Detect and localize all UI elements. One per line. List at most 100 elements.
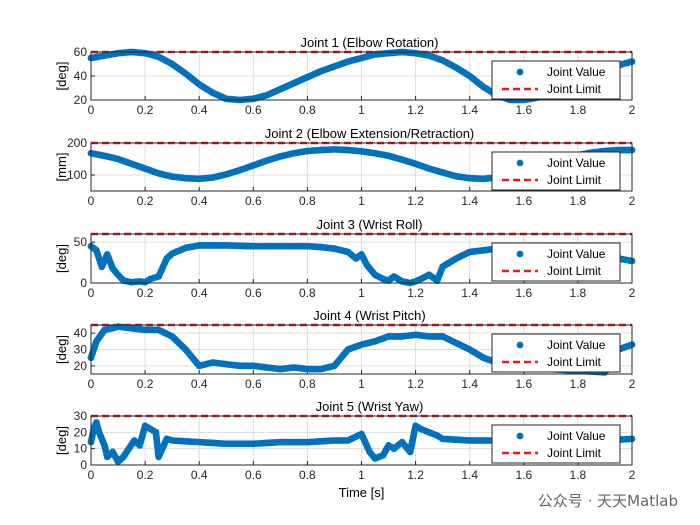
x-tick-label: 0.4: [191, 286, 208, 300]
x-tick-label: 0: [88, 377, 95, 391]
x-tick-label: 1.4: [461, 377, 478, 391]
x-tick-label: 1.4: [461, 286, 478, 300]
x-tick-label: 1.8: [570, 377, 587, 391]
x-tick-label: 1.4: [461, 468, 478, 482]
legend-label-value: Joint Value: [547, 338, 606, 352]
x-tick-label: 1.6: [515, 468, 532, 482]
x-tick-label: 2: [629, 468, 636, 482]
x-tick-label: 1.6: [515, 194, 532, 208]
legend-marker-value: [516, 432, 524, 440]
y-tick-label: 30: [74, 409, 88, 423]
axes-box: [90, 51, 633, 101]
x-tick-label: 1.6: [515, 377, 532, 391]
subplot-title: Joint 4 (Wrist Pitch): [313, 308, 425, 323]
x-tick-label: 0.8: [299, 377, 316, 391]
x-tick-label: 0: [88, 103, 95, 117]
y-axis-label: [mm]: [54, 153, 69, 182]
legend: Joint Value Joint Limit: [491, 424, 621, 464]
x-tick-label: 0.2: [137, 468, 154, 482]
watermark: 公众号 · 天天Matlab: [537, 492, 678, 510]
legend-label-limit: Joint Limit: [547, 173, 602, 187]
legend-marker-value: [516, 68, 524, 76]
subplot-title: Joint 3 (Wrist Roll): [317, 217, 423, 232]
legend-marker-value: [516, 250, 524, 258]
subplot-title: Joint 5 (Wrist Yaw): [316, 399, 424, 414]
y-tick-label: 40: [74, 69, 88, 83]
subplot-4: 0 0.2 0.4 0.6 0.8 1 1.2 1.4 1.6 1.8 2 20 30 40 Joint 4…: [54, 308, 636, 391]
x-tick-label: 0.6: [245, 194, 262, 208]
x-tick-label: 1.2: [407, 377, 424, 391]
x-tick-label: 1.8: [570, 468, 587, 482]
y-axis-label: [deg]: [54, 426, 69, 455]
x-tick-label: 1.2: [407, 286, 424, 300]
x-tick-label: 0: [88, 468, 95, 482]
subplot-title: Joint 1 (Elbow Rotation): [300, 35, 438, 50]
x-tick-label: 0.4: [191, 377, 208, 391]
legend-box: [491, 333, 621, 373]
x-tick-label: 0.6: [245, 468, 262, 482]
y-tick-label: 40: [74, 326, 88, 340]
y-tick-label: 10: [74, 442, 88, 456]
y-tick-label: 20: [74, 425, 88, 439]
legend-box: [491, 242, 621, 282]
x-tick-label: 0.6: [245, 377, 262, 391]
x-tick-label: 2: [629, 286, 636, 300]
x-tick-label: 0.8: [299, 194, 316, 208]
subplot-title: Joint 2 (Elbow Extension/Retraction): [265, 126, 475, 141]
x-tick-label: 0.2: [137, 194, 154, 208]
x-tick-label: 1: [358, 286, 365, 300]
legend-label-value: Joint Value: [547, 429, 606, 443]
x-tick-label: 0.6: [245, 286, 262, 300]
x-axis-label: Time [s]: [339, 485, 385, 500]
x-tick-label: 0.6: [245, 103, 262, 117]
x-tick-label: 0.8: [299, 103, 316, 117]
legend-marker-value: [516, 159, 524, 167]
joint-value-series: [87, 146, 636, 183]
x-tick-label: 0.2: [137, 286, 154, 300]
x-tick-label: 1.4: [461, 194, 478, 208]
x-tick-label: 1.2: [407, 194, 424, 208]
legend-marker-value: [516, 341, 524, 349]
subplot-5: 0 0.2 0.4 0.6 0.8 1 1.2 1.4 1.6 1.8 20102030Joint …: [54, 399, 636, 500]
subplot-3: 0 0.2 0.4 0.6 0.8 1 1.2 1.4 1.6 1.8 2 0 50 Joint 3 (W…: [54, 217, 636, 300]
axes-box: [90, 142, 633, 192]
axes-box: [90, 233, 633, 284]
x-tick-label: 1: [358, 377, 365, 391]
x-tick-label: 0.4: [191, 468, 208, 482]
y-tick-label: 60: [74, 45, 88, 59]
y-axis-label: [deg]: [54, 244, 69, 273]
x-tick-label: 0.8: [299, 286, 316, 300]
x-tick-label: 1.2: [407, 103, 424, 117]
legend-label-limit: Joint Limit: [547, 355, 602, 369]
x-tick-label: 0.2: [137, 377, 154, 391]
subplot-1: 0 0.2 0.4 0.6 0.8 1 1.2 1.4 1.6 1.8 2 20 40 60 Joint 1…: [54, 35, 636, 117]
legend-label-value: Joint Value: [547, 247, 606, 261]
legend: Joint Value Joint Limit: [491, 60, 621, 100]
y-axis-label: [deg]: [54, 62, 69, 91]
x-tick-label: 1.4: [461, 103, 478, 117]
x-tick-label: 1.8: [570, 103, 587, 117]
x-tick-label: 1.8: [570, 286, 587, 300]
subplot-2: 0 0.2 0.4 0.6 0.8 1 1.2 1.4 1.6 1.8 2 100 200 Joint 2…: [54, 126, 636, 208]
legend: Joint Value Joint Limit: [491, 242, 621, 282]
x-tick-label: 1: [358, 103, 365, 117]
axes-box: [90, 415, 633, 466]
y-axis-label: [deg]: [54, 335, 69, 364]
x-tick-label: 1.2: [407, 468, 424, 482]
y-tick-label: 200: [67, 136, 87, 150]
x-tick-label: 0: [88, 194, 95, 208]
legend-label-limit: Joint Limit: [547, 82, 602, 96]
legend: Joint Value Joint Limit: [491, 151, 621, 191]
x-tick-label: 1.6: [515, 103, 532, 117]
x-tick-label: 2: [629, 194, 636, 208]
x-tick-label: 1.6: [515, 286, 532, 300]
legend-label-value: Joint Value: [547, 156, 606, 170]
x-tick-label: 1.8: [570, 194, 587, 208]
y-tick-label: 0: [80, 276, 87, 290]
axes-box: [90, 324, 633, 375]
x-tick-label: 2: [629, 103, 636, 117]
x-tick-label: 0.2: [137, 103, 154, 117]
y-tick-label: 30: [74, 343, 88, 357]
y-tick-label: 20: [74, 359, 88, 373]
